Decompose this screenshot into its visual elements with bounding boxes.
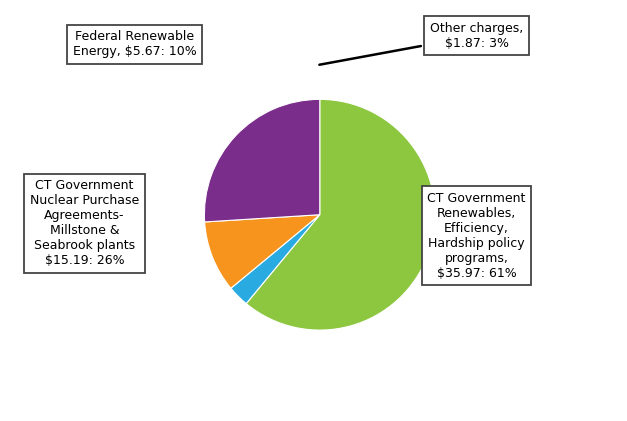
Text: Federal Renewable
Energy, $5.67: 10%: Federal Renewable Energy, $5.67: 10% bbox=[73, 30, 197, 58]
Wedge shape bbox=[204, 215, 320, 288]
Wedge shape bbox=[204, 99, 320, 222]
Text: Other charges,
$1.87: 3%: Other charges, $1.87: 3% bbox=[319, 22, 523, 65]
Wedge shape bbox=[231, 215, 320, 304]
Wedge shape bbox=[246, 99, 435, 330]
Text: CT Government
Renewables,
Efficiency,
Hardship policy
programs,
$35.97: 61%: CT Government Renewables, Efficiency, Ha… bbox=[428, 192, 525, 280]
Text: CT Government
Nuclear Purchase
Agreements-
Millstone &
Seabrook plants
$15.19: 2: CT Government Nuclear Purchase Agreement… bbox=[30, 179, 139, 267]
